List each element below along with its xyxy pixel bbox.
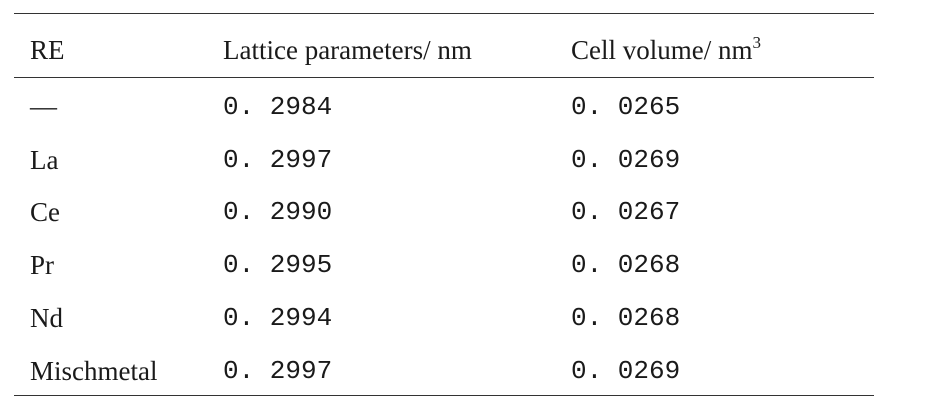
row-2-lattice: 0. 2990 [223, 197, 333, 227]
row-5-lattice: 0. 2997 [223, 356, 333, 386]
table-header-rule [14, 77, 874, 78]
row-1-lattice: 0. 2997 [223, 145, 333, 175]
row-4-lattice: 0. 2994 [223, 303, 333, 333]
row-1-volume: 0. 0269 [571, 145, 681, 175]
header-cell-volume-text: Cell volume/ nm [571, 35, 753, 65]
row-0-lattice: 0. 2984 [223, 92, 333, 122]
header-cell-volume-superscript: 3 [752, 33, 762, 52]
row-2-volume: 0. 0267 [571, 197, 681, 227]
row-5-volume: 0. 0269 [571, 356, 681, 386]
row-0-volume: 0. 0265 [571, 92, 681, 122]
row-2-re: Ce [30, 197, 60, 227]
row-4-volume: 0. 0268 [571, 303, 681, 333]
row-3-lattice: 0. 2995 [223, 250, 333, 280]
header-lattice-parameters: Lattice parameters/ nm [223, 35, 472, 65]
table-top-rule [14, 13, 874, 14]
row-1-re: La [30, 145, 59, 175]
row-3-re: Pr [30, 250, 55, 280]
header-re: RE [30, 35, 65, 65]
row-4-re: Nd [30, 303, 63, 333]
table-bottom-rule [14, 395, 874, 396]
header-cell-volume: Cell volume/ nm3 [571, 34, 761, 65]
row-3-volume: 0. 0268 [571, 250, 681, 280]
row-5-re: Mischmetal [30, 356, 158, 386]
row-0-re: — [30, 91, 57, 121]
